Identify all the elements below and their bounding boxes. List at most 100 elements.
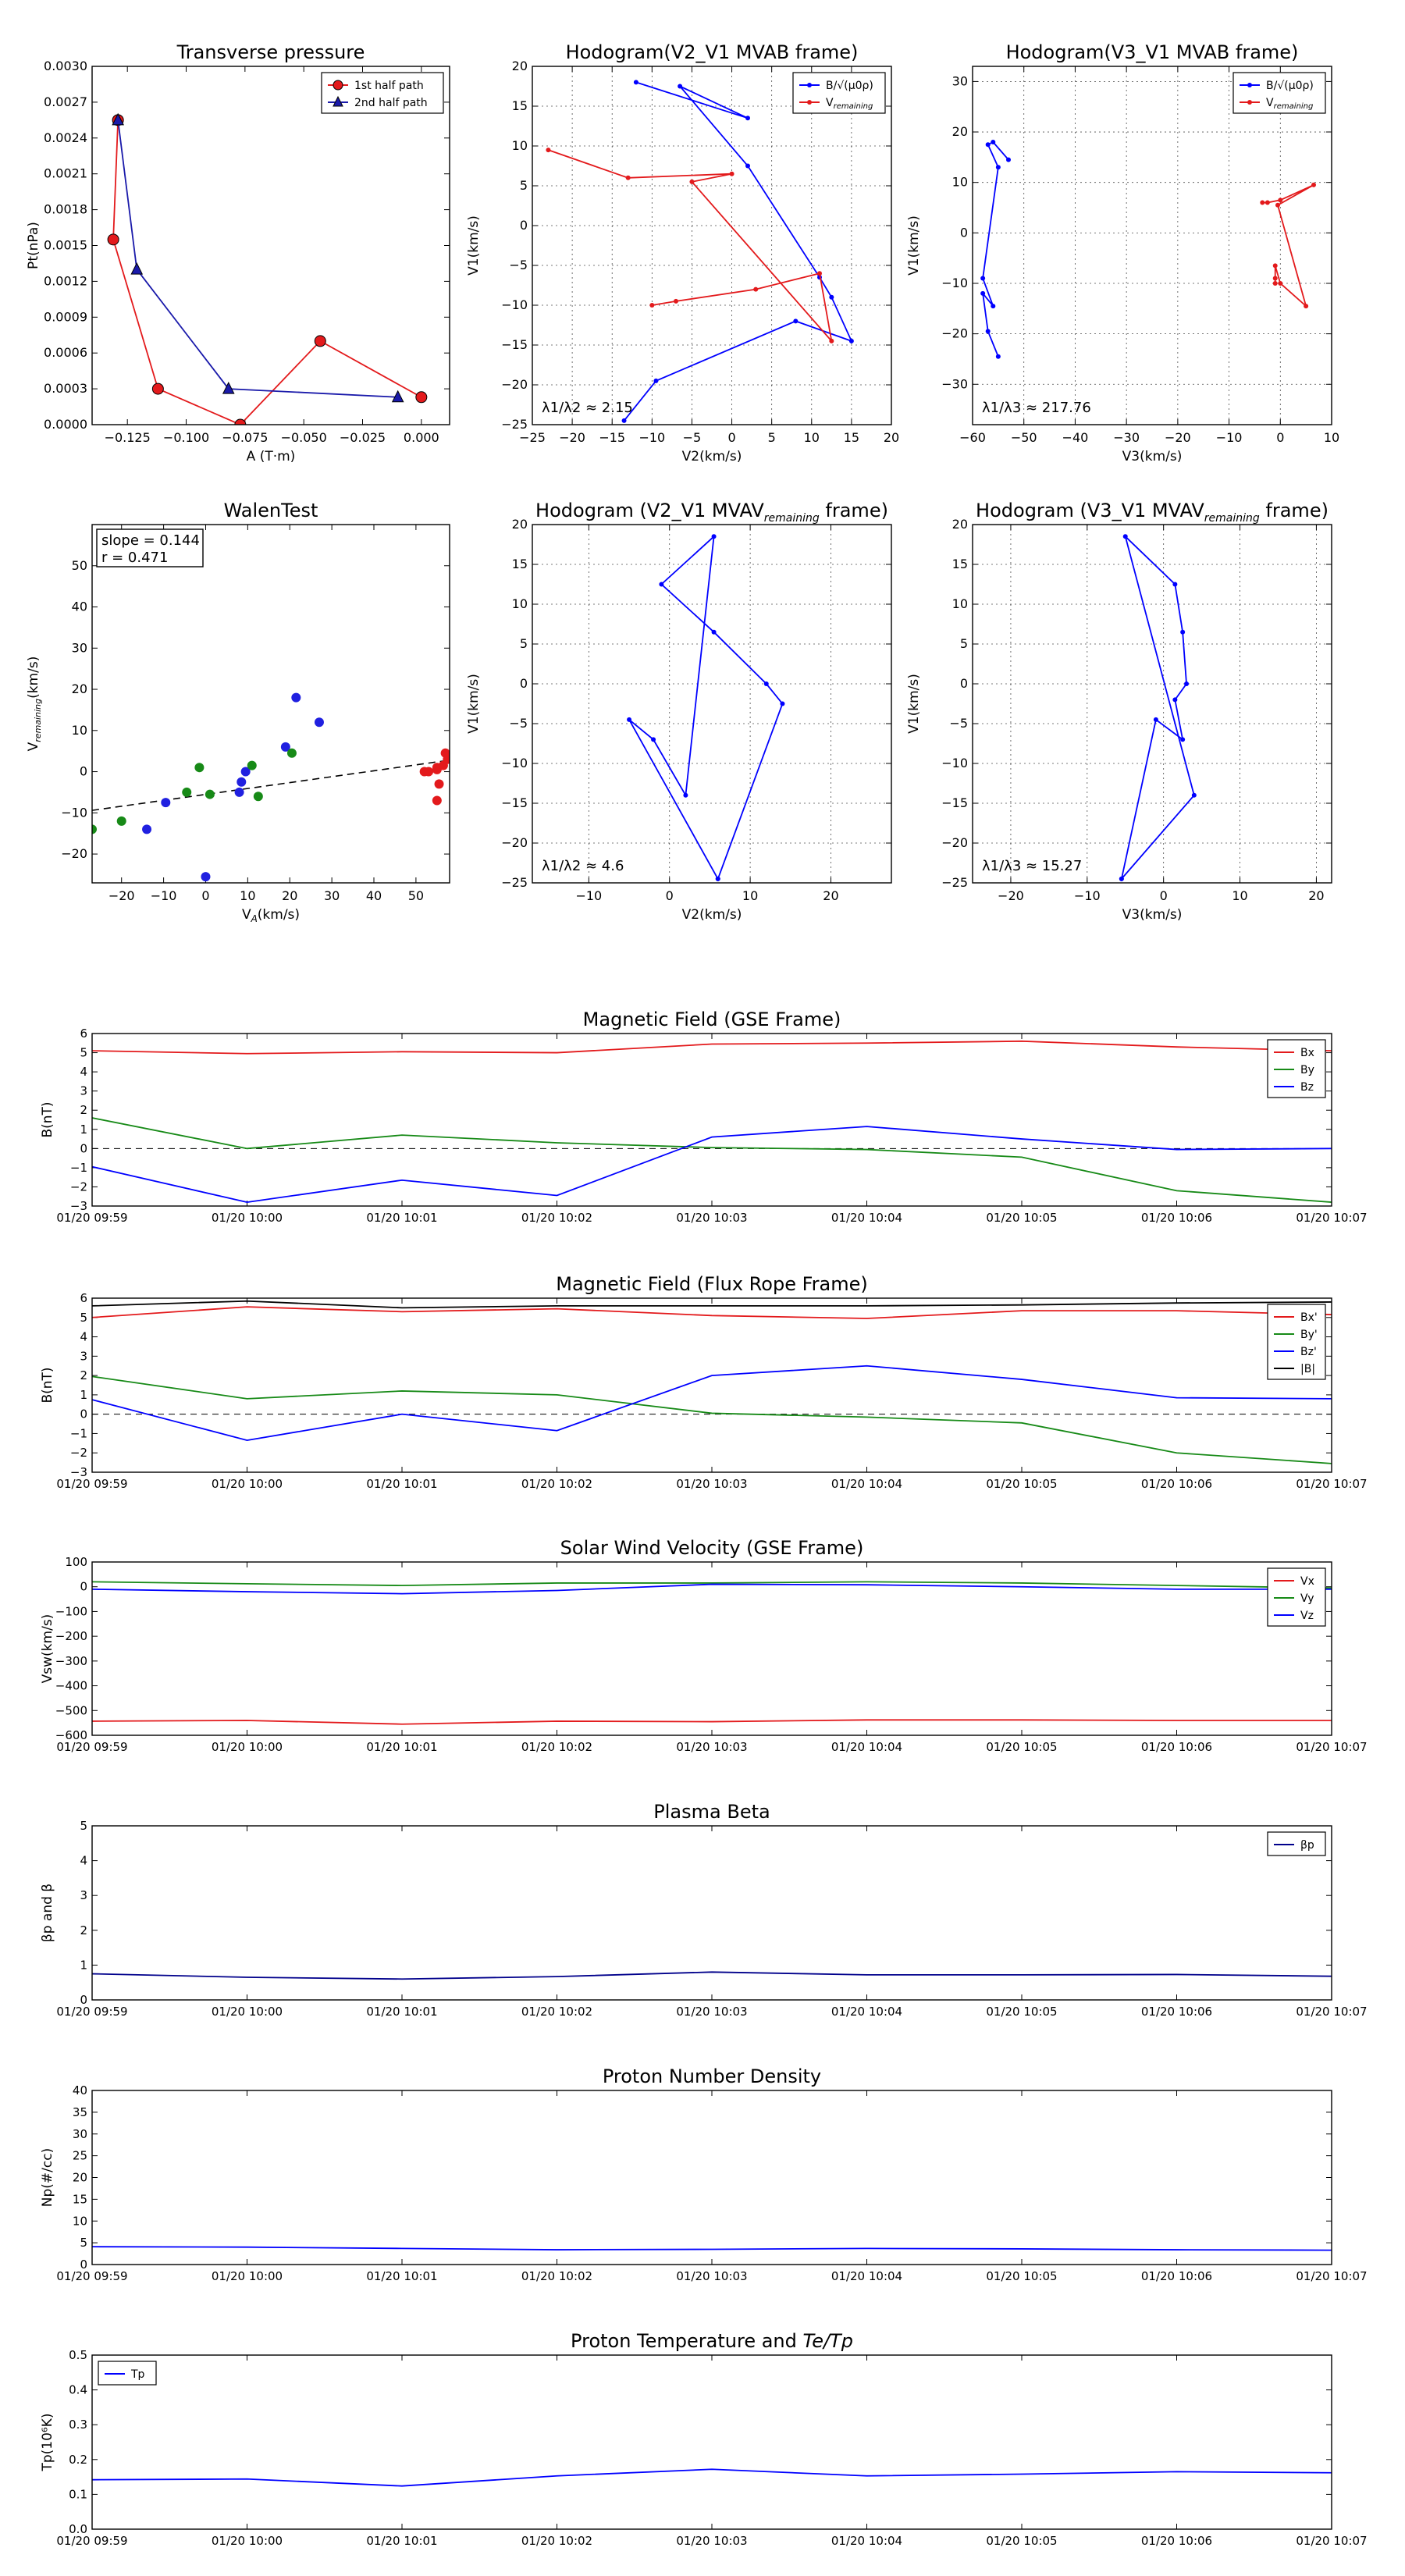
data-point [683,792,688,798]
x-tick-label: 01/20 10:06 [1141,2534,1212,2548]
y-tick-label: 0 [80,764,87,779]
axes-frame [91,1825,1332,2001]
y-tick-label: −30 [941,376,968,391]
x-tick-label: 01/20 10:02 [521,1477,592,1491]
y-tick-label: −25 [501,875,528,890]
y-tick-label: 20 [73,2171,87,2185]
y-tick-label: −15 [941,795,968,810]
x-tick-label: 01/20 10:04 [831,2534,902,2548]
y-tick-label: 0.2 [69,2453,87,2467]
y-tick-label: 3 [80,1888,87,1902]
x-tick-label: 0 [201,888,209,903]
scatter-point [434,779,444,789]
data-point [848,338,854,343]
y-tick-label: 0 [80,1141,87,1155]
x-tick-label: −0.125 [105,430,151,445]
x-tick-label: 01/20 10:05 [986,1211,1057,1225]
axes-frame [91,66,450,425]
x-axis-label: V3(km/s) [1122,907,1183,923]
y-tick-label: 15 [73,2192,87,2206]
chart-hodo-v3-mvav: −20 −10 0 10 20 −25 −20 −15 −10 −5 0 5 10 15 20 Hodogra… [906,500,1332,923]
series-by-line [92,1117,1332,1203]
data-point [1172,697,1178,703]
y-tick-label: −400 [55,1679,87,1693]
y-tick-label: 10 [512,596,528,611]
chart-sw-velocity: 01/20 09:59 01/20 10:00 01/20 10:01 01/20 1… [40,1537,1368,1754]
chart-hodo-v2-mvab: −25 −20 −15 −10 −5 0 5 10 15 20 −25 −20 −15 −10 −5 0 5 10… [466,41,899,464]
label-part: V [826,97,834,109]
x-tick-label: 01/20 10:03 [676,1477,747,1491]
data-point [711,629,717,635]
x-tick-label: 01/20 10:07 [1296,1740,1367,1754]
y-tick-label: 10 [952,596,968,611]
data-point [1153,717,1158,722]
x-tick-label: 01/20 10:07 [1296,1211,1367,1225]
data-point [1278,280,1283,286]
data-layer [980,139,1316,359]
y-tick-label: −25 [941,875,968,890]
data-point [222,381,235,394]
chart-title: Magnetic Field (Flux Rope Frame) [556,1273,867,1295]
y-tick-label: 0 [80,1407,87,1421]
legend-marker [1247,100,1252,105]
data-point [1006,157,1011,162]
series-tp-line [92,2468,1332,2487]
x-tick-label: 01/20 10:04 [831,1740,902,1754]
annotation-text: r = 0.471 [101,550,168,566]
x-tick-label: 01/20 10:00 [212,2534,283,2548]
data-point [1180,737,1186,742]
scatter-point [432,795,442,806]
y-axis-label: Vsw(km/s) [40,1614,55,1684]
y-tick-label: 5 [520,636,528,651]
axes-frame [972,524,1332,884]
y-tick-label: 0.0015 [44,238,87,253]
data-point [1275,202,1280,208]
x-tick-label: 01/20 10:07 [1296,2534,1367,2548]
y-tick-label: 30 [952,73,968,88]
y-tick-label: 0.0018 [44,202,87,217]
y-tick-label: 0.0012 [44,273,87,288]
scatter-point [253,792,263,802]
y-tick-label: −20 [501,377,528,392]
y-tick-label: 1 [80,1123,87,1137]
y-tick-label: 15 [512,557,528,571]
x-axis-label: V2(km/s) [682,449,742,464]
y-tick-label: −10 [501,756,528,770]
data-point [829,338,834,343]
y-axis-label: B(nT) [40,1367,55,1403]
y-tick-label: 10 [512,138,528,153]
x-tick-label: 01/20 10:02 [521,1740,592,1754]
x-tick-label: −20 [1165,430,1191,445]
annotation-text: λ1/λ3 ≈ 217.76 [982,400,1091,416]
y-tick-label: 0.4 [69,2383,87,2397]
y-axis-label: Vremaining(km/s) [26,656,43,752]
y-tick-label: 1 [80,1388,87,1402]
y-tick-label: 100 [65,1555,87,1569]
legend-label: Vremaining [826,97,873,111]
axes-frame [532,66,892,425]
y-tick-label: −1 [70,1426,87,1440]
x-tick-label: 0 [666,888,674,903]
chart-proton-temp: 01/20 09:59 01/20 10:00 01/20 10:01 01/20 1… [40,2330,1368,2548]
data-point [633,80,638,85]
scatter-point [247,760,257,770]
y-tick-label: 3 [80,1349,87,1363]
data-point [107,233,119,246]
legend-label: B/√(μ0ρ) [1266,80,1314,92]
data-point [745,163,750,169]
y-tick-label: 4 [80,1065,87,1079]
y-tick-label: 5 [80,1311,87,1325]
y-tick-label: 0 [520,676,528,691]
axes-frame [972,66,1332,425]
x-tick-label: 0 [727,430,735,445]
y-tick-label: 10 [72,723,87,738]
title-subscript: remaining [764,512,820,525]
y-tick-label: 3 [80,1084,87,1098]
y-tick-label: 15 [952,557,968,571]
y-tick-label: 30 [72,640,87,655]
y-axis-label: βp and β [40,1884,55,1942]
y-tick-label: 0.0021 [44,166,87,181]
legend-label: |B| [1300,1363,1315,1375]
data-point [817,271,822,276]
data-point [829,294,834,300]
